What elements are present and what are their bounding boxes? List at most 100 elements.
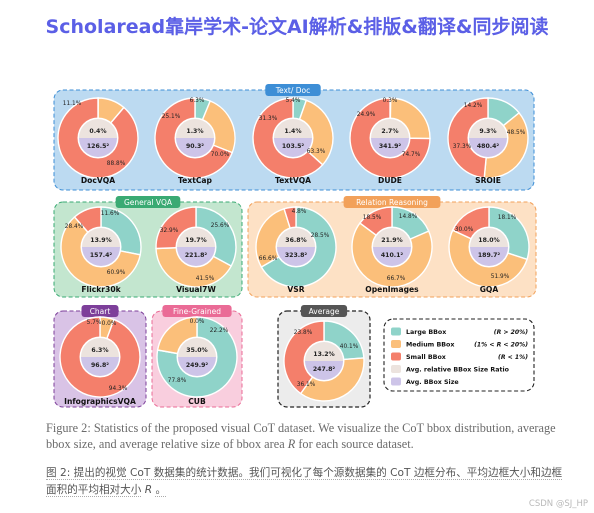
percent-label: 28.5% [311, 233, 330, 239]
avg-ratio-label: 35.0% [186, 347, 207, 354]
pie-chart: 1.3% 90.3² 6.3% 25.1% 70.0% TextCap [154, 97, 236, 185]
avg-ratio-label: 21.9% [381, 237, 402, 244]
percent-label: 0.0% [190, 319, 205, 325]
legend: Large BBox (R > 20%) Medium BBox (1% < R < … [383, 318, 535, 392]
dataset-title: InfographicsVQA [64, 397, 136, 406]
pie-chart: 13.9% 157.4² 28.4% 60.9% 11.6% Flickr30k [60, 206, 142, 294]
dataset-title: Flickr30k [81, 285, 121, 294]
avg-ratio-label: 13.2% [313, 351, 334, 358]
ratio-half [177, 228, 215, 247]
pie-chart: 6.3% 96.8² 5.7% 0.0% 94.3% InfographicsVQA [59, 316, 141, 406]
percent-label: 11.6% [101, 211, 120, 217]
percent-label: 48.5% [507, 130, 526, 136]
avg-size-label: 96.8² [91, 362, 109, 369]
ratio-half [469, 119, 507, 138]
size-half [305, 361, 343, 380]
legend-swatch [391, 377, 401, 386]
pie-charts: 0.4% 126.5² 11.1% 88.8% DocVQA 1.3% 90.3² 6.3% 2… [57, 97, 530, 406]
percent-label: 25.6% [211, 223, 230, 229]
pie-chart: 2.7% 341.9² 0.3% 24.9% 74.7% DUDE [349, 97, 431, 185]
size-half [82, 247, 120, 266]
percent-label: 14.2% [464, 103, 483, 109]
percent-label: 37.3% [453, 144, 472, 150]
avg-size-label: 189.7² [478, 252, 501, 259]
ratio-half [176, 119, 214, 138]
dataset-title: SROIE [475, 176, 501, 185]
avg-ratio-label: 13.9% [90, 237, 111, 244]
legend-swatch [391, 327, 401, 336]
group-tag-label: Fine-Grained [173, 307, 221, 316]
avg-size-label: 221.8² [185, 252, 208, 259]
avg-ratio-label: 1.4% [284, 128, 301, 135]
avg-size-label: 249.9² [186, 362, 209, 369]
percent-label: 36.1% [297, 382, 316, 388]
avg-size-label: 247.8² [313, 366, 336, 373]
dataset-title: TextCap [178, 176, 213, 185]
percent-label: 18.5% [363, 215, 382, 221]
group-tag [81, 305, 119, 317]
percent-label: 40.1% [340, 344, 359, 350]
avg-size-label: 480.4² [477, 143, 500, 150]
legend-swatch [391, 340, 401, 348]
pie-slice-medium [292, 99, 334, 166]
group-tag-label: General VQA [124, 198, 173, 207]
percent-label: 70.0% [211, 152, 230, 158]
percent-label: 31.3% [259, 116, 278, 122]
percent-label: 25.1% [162, 114, 181, 120]
avg-size-label: 90.3² [186, 143, 204, 150]
group-tag [343, 196, 441, 208]
avg-size-label: 341.9² [379, 143, 402, 150]
figure-caption-chinese: 图 2: 提出的视觉 CoT 数据集的统计数据。我们可视化了每个源数据集的 Co… [46, 465, 566, 499]
caption-en-suffix: for each source dataset. [298, 437, 414, 451]
percent-label: 4.8% [292, 209, 307, 215]
percent-label: 18.1% [498, 215, 517, 221]
pie-chart: 0.4% 126.5² 11.1% 88.8% DocVQA [57, 97, 139, 185]
avg-ratio-label: 36.8% [285, 237, 306, 244]
group-tag-label: Chart [90, 307, 111, 316]
percent-label: 14.8% [399, 214, 418, 220]
size-half [373, 247, 411, 266]
percent-label: 60.9% [107, 270, 126, 276]
avg-ratio-label: 2.7% [381, 128, 398, 135]
legend-label: Avg. relative BBox Size Ratio [406, 367, 510, 374]
pie-chart: 13.2% 247.8² 23.8% 36.1% 40.1% [283, 320, 365, 402]
dataset-title: DUDE [378, 176, 402, 185]
legend-label: Small BBox [406, 354, 446, 361]
size-half [178, 357, 216, 376]
caption-en-variable: R [287, 437, 296, 451]
avg-ratio-label: 19.7% [185, 237, 206, 244]
size-half [371, 138, 409, 157]
avg-size-label: 126.5² [87, 143, 110, 150]
avg-ratio-label: 0.4% [89, 128, 106, 135]
percent-label: 66.7% [387, 276, 406, 282]
avg-size-label: 323.8² [285, 252, 308, 259]
percent-label: 51.9% [491, 274, 510, 280]
group-tag [300, 305, 348, 317]
percent-label: 23.8% [294, 330, 313, 336]
caption-zh-suffix: 。 [155, 484, 167, 497]
size-half [177, 247, 215, 266]
dataset-title: VSR [287, 285, 304, 294]
avg-ratio-label: 18.0% [478, 237, 499, 244]
dataset-title: TextVQA [275, 176, 311, 185]
legend-box [383, 318, 535, 392]
ratio-half [79, 119, 117, 138]
caption-zh-text: 图 2: 提出的视觉 CoT 数据集的统计数据。我们可视化了每个源数据集的 Co… [46, 467, 563, 497]
percent-label: 88.8% [107, 161, 126, 167]
size-half [277, 247, 315, 266]
size-half [274, 138, 312, 157]
percent-label: 5.7% [87, 320, 102, 326]
ratio-half [373, 228, 411, 247]
size-half [470, 247, 508, 266]
group-tag [115, 196, 181, 208]
site-banner: Scholaread靠岸学术-论文AI解析&排版&翻译&同步阅读 [45, 16, 549, 38]
group-tag-label: Relation Reasoning [356, 198, 428, 207]
ratio-half [371, 119, 409, 138]
dataset-title: GQA [480, 285, 499, 294]
group-tag-label: Average [309, 307, 340, 316]
dataset-title: CUB [188, 397, 206, 406]
dataset-title: DocVQA [81, 176, 115, 185]
percent-label: 28.4% [65, 224, 84, 230]
pie-chart: 9.3% 480.4² 14.2% 37.3% 48.5% SROIE [447, 97, 529, 185]
legend-range: (R > 20%) [494, 329, 528, 336]
